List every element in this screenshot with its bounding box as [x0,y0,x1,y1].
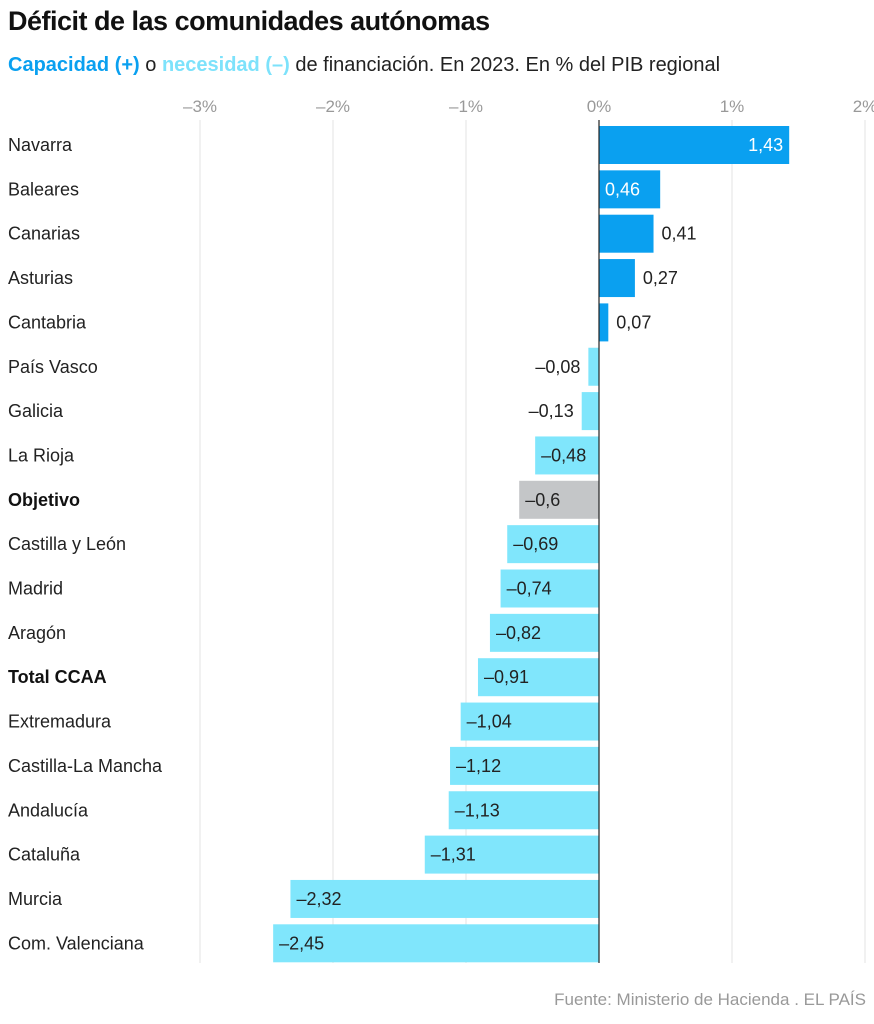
category-label: Extremadura [8,712,112,732]
value-label: –0,6 [525,490,560,510]
category-label: Baleares [8,179,79,199]
value-label: –1,13 [455,800,500,820]
category-label: La Rioja [8,445,75,465]
value-label: –1,12 [456,756,501,776]
bar [599,303,609,342]
bar [273,924,599,963]
bar [599,214,654,253]
value-label: –0,13 [529,401,574,421]
subtitle-necessity: necesidad (–) [161,54,290,76]
category-label: Cataluña [8,845,81,865]
category-label: Galicia [8,401,64,421]
bar [581,392,599,431]
x-tick-label: 0% [587,97,612,116]
category-label: Castilla y León [8,534,126,554]
bar [477,658,599,697]
category-label: País Vasco [8,357,98,377]
bar [535,436,599,475]
value-label: –0,69 [513,534,558,554]
category-label: Canarias [8,224,80,244]
bar [507,525,599,564]
value-label: –0,08 [535,357,580,377]
bar [460,702,599,741]
subtitle-or: o [139,54,162,76]
chart-title: Déficit de las comunidades autónomas [8,6,490,36]
value-label: –2,45 [279,933,324,953]
chart-subtitle: Capacidad (+) o necesidad (–) de financi… [8,54,720,77]
value-label: –1,04 [467,712,512,732]
bar [448,791,599,830]
category-label: Aragón [8,623,66,643]
category-label: Total CCAA [8,667,107,687]
bar [588,347,599,386]
category-label: Com. Valenciana [8,933,145,953]
value-label: –0,74 [507,579,552,599]
x-tick-label: 2% [853,97,874,116]
bar [500,569,599,608]
bar [599,170,661,209]
bar [599,126,790,164]
x-tick-label: –3% [183,97,217,116]
category-label: Objetivo [8,490,80,510]
bar [424,835,599,874]
x-tick-label: –1% [449,97,483,116]
category-label: Andalucía [8,800,89,820]
value-label: –1,31 [431,845,476,865]
category-label: Madrid [8,579,63,599]
x-tick-label: 1% [720,97,745,116]
subtitle-capacity: Capacidad (+) [8,54,140,76]
value-label: –2,32 [296,889,341,909]
source-note: Fuente: Ministerio de Hacienda . EL PAÍS [554,990,866,1009]
value-label: 1,43 [748,135,783,155]
subtitle-rest: de financiación. En 2023. En % del PIB r… [289,54,721,76]
bar [290,879,599,918]
category-label: Cantabria [8,312,87,332]
bar [489,613,599,652]
category-label: Asturias [8,268,73,288]
value-label: 0,07 [616,312,651,332]
value-label: 0,41 [662,224,697,244]
category-label: Murcia [8,889,63,909]
bar [450,746,599,785]
value-label: –0,82 [496,623,541,643]
category-label: Navarra [8,135,73,155]
bar [519,480,599,519]
bar [599,259,635,298]
value-label: 0,27 [643,268,678,288]
value-label: –0,48 [541,445,586,465]
x-tick-label: –2% [316,97,350,116]
value-label: 0,46 [605,179,640,199]
value-label: –0,91 [484,667,529,687]
category-label: Castilla-La Mancha [8,756,163,776]
